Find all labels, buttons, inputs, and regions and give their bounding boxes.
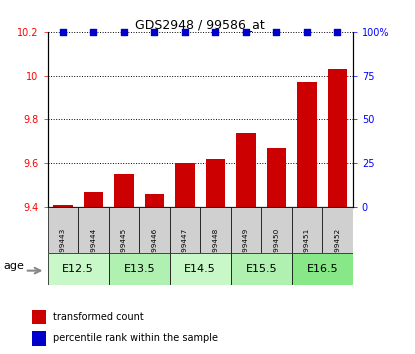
Bar <box>236 133 256 207</box>
Bar <box>261 207 292 253</box>
Bar <box>32 331 46 346</box>
Bar <box>83 192 103 207</box>
Text: percentile rank within the sample: percentile rank within the sample <box>53 333 218 343</box>
Bar <box>231 207 261 253</box>
Point <box>243 29 249 35</box>
Text: E14.5: E14.5 <box>184 264 216 274</box>
Text: GSM199445: GSM199445 <box>121 228 127 272</box>
Bar <box>170 207 200 253</box>
Bar <box>170 253 231 285</box>
Bar <box>32 309 46 324</box>
Text: E16.5: E16.5 <box>306 264 338 274</box>
Bar <box>297 82 317 207</box>
Bar <box>78 207 109 253</box>
Text: GSM199446: GSM199446 <box>151 228 157 272</box>
Point <box>151 29 158 35</box>
Text: GSM199449: GSM199449 <box>243 228 249 272</box>
Text: GSM199444: GSM199444 <box>90 228 96 272</box>
Bar <box>109 207 139 253</box>
Bar <box>266 148 286 207</box>
Bar <box>144 194 164 207</box>
Text: E15.5: E15.5 <box>245 264 277 274</box>
Point <box>334 29 341 35</box>
Text: GSM199450: GSM199450 <box>273 228 279 272</box>
Bar <box>48 253 109 285</box>
Text: GSM199447: GSM199447 <box>182 228 188 272</box>
Text: E12.5: E12.5 <box>62 264 94 274</box>
Text: GSM199443: GSM199443 <box>60 228 66 272</box>
Bar <box>205 159 225 207</box>
Bar <box>109 253 170 285</box>
Point <box>121 29 127 35</box>
Bar <box>200 207 231 253</box>
Bar <box>175 163 195 207</box>
Bar <box>114 174 134 207</box>
Bar <box>48 207 78 253</box>
Bar <box>292 207 322 253</box>
Bar <box>327 69 347 207</box>
Point <box>212 29 219 35</box>
Point <box>304 29 310 35</box>
Bar <box>139 207 170 253</box>
Text: GSM199452: GSM199452 <box>334 228 340 272</box>
Title: GDS2948 / 99586_at: GDS2948 / 99586_at <box>135 18 265 31</box>
Text: GSM199451: GSM199451 <box>304 228 310 272</box>
Point <box>273 29 280 35</box>
Text: age: age <box>4 261 25 271</box>
Point <box>60 29 66 35</box>
Bar <box>292 253 353 285</box>
Point <box>90 29 97 35</box>
Text: transformed count: transformed count <box>53 312 144 322</box>
Point <box>182 29 188 35</box>
Bar <box>322 207 353 253</box>
Text: GSM199448: GSM199448 <box>212 228 218 272</box>
Text: E13.5: E13.5 <box>123 264 155 274</box>
Bar <box>53 205 73 207</box>
Bar <box>231 253 292 285</box>
